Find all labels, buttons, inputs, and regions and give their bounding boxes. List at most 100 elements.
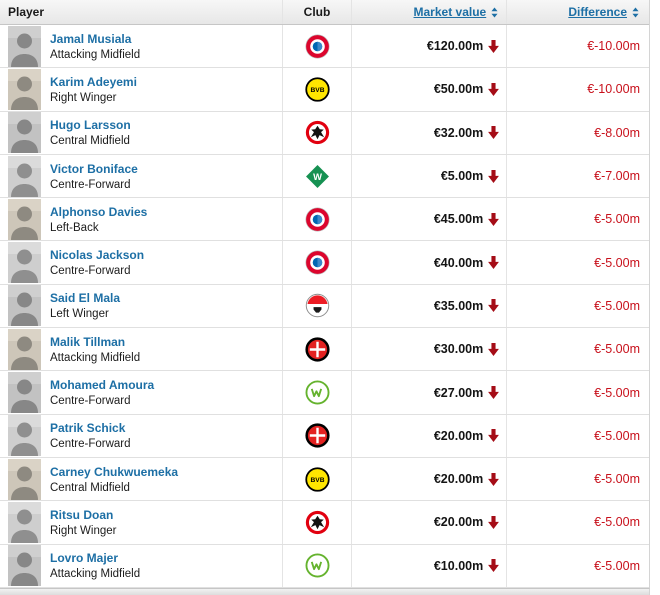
player-cell: Hugo Larsson Central Midfield	[0, 111, 283, 154]
player-position: Right Winger	[50, 91, 117, 104]
market-value-cell: €20.00m	[352, 414, 508, 457]
fc-koln-logo-icon[interactable]	[305, 293, 330, 318]
player-position: Right Winger	[50, 524, 117, 537]
arrow-down-icon	[488, 256, 499, 269]
club-cell	[283, 68, 353, 111]
arrow-down-icon	[488, 170, 499, 183]
player-name-link[interactable]: Karim Adeyemi	[50, 74, 137, 89]
player-name-link[interactable]: Ritsu Doan	[50, 507, 114, 522]
wolfsburg-logo-icon[interactable]	[305, 380, 330, 405]
eintracht-frankfurt-logo-icon[interactable]	[305, 120, 330, 145]
sort-icon	[490, 7, 499, 18]
market-value: €32.00m	[433, 125, 484, 140]
player-name-link[interactable]: Malik Tillman	[50, 334, 126, 349]
header-player: Player	[0, 0, 283, 24]
market-value: €40.00m	[433, 255, 484, 270]
player-name-link[interactable]: Jamal Musiala	[50, 31, 132, 46]
difference-cell: €-5.00m	[507, 371, 649, 413]
player-photo[interactable]	[8, 545, 41, 586]
difference-cell: €-5.00m	[507, 501, 649, 543]
player-photo[interactable]	[8, 285, 41, 326]
bayern-munich-logo-icon[interactable]	[305, 34, 330, 59]
player-photo[interactable]	[8, 242, 41, 283]
player-photo[interactable]	[8, 329, 41, 370]
player-photo[interactable]	[8, 502, 41, 543]
wolfsburg-logo-icon[interactable]	[305, 553, 330, 578]
table-row: Nicolas Jackson Centre-Forward €40.00m €…	[0, 241, 649, 285]
arrow-down-icon	[488, 213, 499, 226]
difference-value: €-5.00m	[594, 472, 640, 487]
header-difference: Difference	[507, 0, 649, 24]
difference-cell: €-8.00m	[507, 112, 649, 154]
header-market-value: Market value	[352, 0, 508, 24]
player-photo[interactable]	[8, 26, 41, 67]
player-photo[interactable]	[8, 372, 41, 413]
market-value-cell: €5.00m	[352, 154, 508, 198]
player-cell: Carney Chukwuemeka Central Midfield	[0, 457, 283, 501]
table-row: Karim Adeyemi Right Winger €50.00m €-10.…	[0, 68, 649, 112]
player-name-link[interactable]: Mohamed Amoura	[50, 378, 155, 393]
player-cell: Said El Mala Left Winger	[0, 284, 283, 328]
difference-value: €-5.00m	[594, 428, 640, 443]
header-market-value-sort-link[interactable]: Market value	[414, 5, 500, 19]
werder-bremen-logo-icon[interactable]	[305, 164, 330, 189]
player-cell: Lovro Majer Attacking Midfield	[0, 544, 283, 587]
club-cell	[283, 328, 353, 371]
market-value-cell: €27.00m	[352, 371, 508, 414]
player-cell: Alphonso Davies Left-Back	[0, 198, 283, 241]
player-photo[interactable]	[8, 415, 41, 456]
difference-cell: €-10.00m	[507, 68, 649, 110]
market-value: €45.00m	[433, 212, 484, 227]
borussia-dortmund-logo-icon[interactable]	[305, 467, 330, 492]
bayer-leverkusen-logo-icon[interactable]	[305, 423, 330, 448]
header-difference-sort-link[interactable]: Difference	[568, 5, 640, 19]
club-cell	[283, 111, 353, 154]
arrow-down-icon	[488, 429, 499, 442]
table-row: Ritsu Doan Right Winger €20.00m €-5.00m	[0, 501, 649, 545]
table-row: Hugo Larsson Central Midfield €32.00m €-…	[0, 111, 649, 155]
player-photo[interactable]	[8, 199, 41, 240]
arrow-down-icon	[488, 299, 499, 312]
difference-value: €-5.00m	[594, 298, 640, 313]
player-position: Attacking Midfield	[50, 351, 141, 364]
difference-cell: €-5.00m	[507, 285, 649, 327]
difference-value: €-7.00m	[594, 169, 640, 184]
player-name-link[interactable]: Victor Boniface	[50, 161, 138, 176]
player-photo[interactable]	[8, 112, 41, 153]
club-cell	[283, 25, 353, 68]
player-name-link[interactable]: Alphonso Davies	[50, 204, 148, 219]
player-cell: Ritsu Doan Right Winger	[0, 501, 283, 544]
player-photo[interactable]	[8, 156, 41, 197]
player-cell: Karim Adeyemi Right Winger	[0, 68, 283, 111]
bayern-munich-logo-icon[interactable]	[305, 250, 330, 275]
table-row: Malik Tillman Attacking Midfield €30.00m…	[0, 328, 649, 372]
player-position: Central Midfield	[50, 135, 130, 148]
difference-cell: €-5.00m	[507, 458, 649, 500]
difference-cell: €-5.00m	[507, 415, 649, 457]
player-cell: Victor Boniface Centre-Forward	[0, 154, 283, 198]
player-name-link[interactable]: Lovro Majer	[50, 551, 119, 566]
bayer-leverkusen-logo-icon[interactable]	[305, 337, 330, 362]
difference-cell: €-5.00m	[507, 545, 649, 587]
table-row: Victor Boniface Centre-Forward €5.00m €-…	[0, 154, 649, 199]
arrow-down-icon	[488, 343, 499, 356]
player-name-link[interactable]: Patrik Schick	[50, 421, 126, 436]
player-name-link[interactable]: Nicolas Jackson	[50, 248, 145, 263]
player-position: Left-Back	[50, 221, 99, 234]
eintracht-frankfurt-logo-icon[interactable]	[305, 510, 330, 535]
bayern-munich-logo-icon[interactable]	[305, 207, 330, 232]
market-value: €120.00m	[426, 39, 484, 54]
arrow-down-icon	[488, 559, 499, 572]
player-photo[interactable]	[8, 459, 41, 500]
player-name-link[interactable]: Hugo Larsson	[50, 118, 131, 133]
difference-value: €-8.00m	[594, 125, 640, 140]
player-name-link[interactable]: Carney Chukwuemeka	[50, 464, 179, 479]
player-photo[interactable]	[8, 69, 41, 110]
borussia-dortmund-logo-icon[interactable]	[305, 77, 330, 102]
club-cell	[283, 414, 353, 457]
arrow-down-icon	[488, 516, 499, 529]
player-position: Centre-Forward	[50, 178, 131, 191]
market-value-cell: €120.00m	[352, 25, 508, 68]
player-position: Centre-Forward	[50, 265, 131, 278]
player-name-link[interactable]: Said El Mala	[50, 291, 121, 306]
